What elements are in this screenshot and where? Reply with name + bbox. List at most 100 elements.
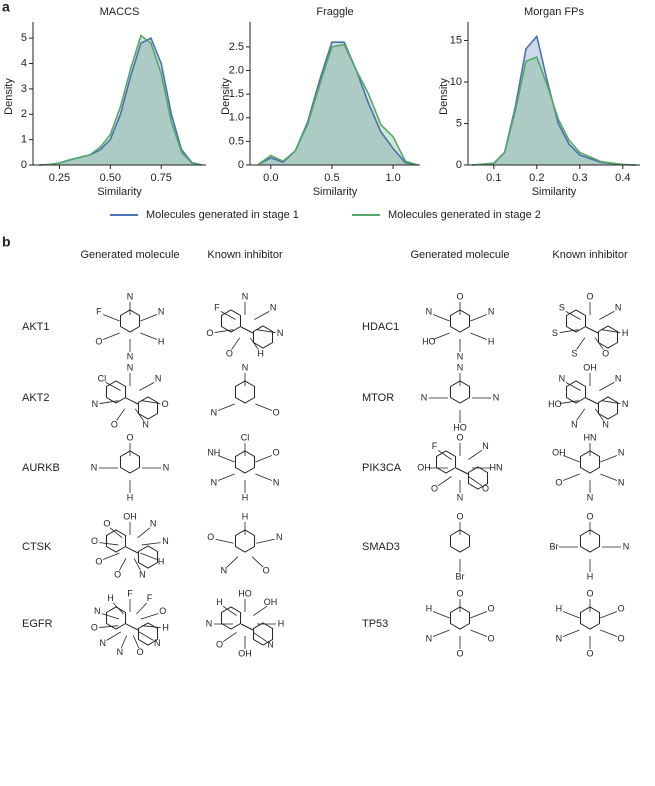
atom-label: N — [457, 362, 464, 372]
atom-label: H — [622, 328, 629, 338]
ring — [234, 450, 256, 474]
atom-label: O — [263, 566, 270, 576]
atom-label: N — [426, 633, 433, 643]
atom-label: O — [273, 447, 280, 457]
bond — [254, 311, 270, 320]
atom-label: H — [257, 348, 264, 358]
bond — [455, 467, 469, 475]
density-line — [39, 34, 203, 166]
atom-label: O — [137, 647, 144, 657]
bond — [214, 329, 234, 333]
y-tick-label: 1.0 — [229, 112, 244, 124]
ring — [597, 396, 619, 420]
atom-label: N — [618, 447, 625, 457]
target-name: AURKB — [22, 462, 60, 474]
atom-label: N — [158, 306, 165, 316]
bond — [565, 311, 581, 320]
bond — [437, 449, 452, 460]
bond — [563, 473, 580, 481]
molecule: N N HO N — [421, 362, 500, 432]
atom-label: N — [267, 640, 274, 650]
x-tick-label: 0.75 — [151, 172, 172, 184]
atom-label: O — [91, 623, 98, 633]
atom-label: N — [270, 303, 277, 313]
atom-label: N — [242, 362, 249, 372]
bond — [140, 332, 157, 340]
atom-label: O — [95, 336, 102, 346]
y-tick-label: 4 — [21, 57, 27, 69]
atom-label: H — [587, 571, 594, 581]
bond — [599, 382, 615, 391]
ring — [252, 622, 274, 646]
atom-label: N — [150, 518, 157, 528]
bond — [563, 611, 580, 619]
bond — [255, 403, 272, 411]
atom-label: S — [552, 328, 558, 338]
molecule: HO OH H N OH O N H — [206, 588, 285, 658]
atom-label: O — [488, 633, 495, 643]
atom-label: H — [242, 492, 249, 502]
x-tick-label: 0.1 — [486, 172, 501, 184]
chart-title: Morgan FPs — [524, 6, 584, 18]
atom-label: N — [206, 618, 213, 628]
y-axis-label: Density — [220, 78, 232, 115]
bond — [220, 311, 236, 320]
x-tick-label: 1.0 — [385, 172, 400, 184]
atom-label: N — [94, 606, 101, 616]
bond — [600, 455, 617, 463]
atom-label: H — [556, 603, 563, 613]
ring — [449, 309, 471, 333]
ring — [234, 529, 256, 553]
atom-label: HN — [490, 462, 503, 472]
bond — [563, 455, 580, 463]
bond — [136, 602, 148, 615]
bond — [222, 632, 237, 643]
bond — [240, 326, 254, 334]
column-header: Known inhibitor — [207, 249, 283, 261]
bond — [106, 631, 122, 641]
atom-label: H — [107, 593, 114, 603]
y-axis-label: Density — [438, 78, 450, 115]
bond — [105, 382, 121, 391]
atom-label: N — [92, 399, 99, 409]
target-name: PIK3CA — [362, 462, 402, 474]
area-fill — [472, 57, 636, 165]
bond — [594, 337, 604, 350]
bond — [137, 527, 151, 539]
molecule: N O N — [211, 362, 280, 417]
bond — [138, 631, 154, 641]
bond — [139, 382, 155, 391]
atom-label: N — [556, 633, 563, 643]
bond — [218, 403, 235, 411]
panel-label: b — [2, 234, 11, 250]
molecule: OH N N N N HO N — [548, 362, 628, 429]
atom-label: O — [91, 536, 98, 546]
ring — [220, 606, 242, 630]
atom-label: N — [117, 647, 124, 657]
target-name: HDAC1 — [362, 321, 399, 333]
atom-label: NH — [207, 447, 220, 457]
molecule: N N N H O O F — [206, 291, 283, 358]
ring — [579, 450, 601, 474]
atom-label: O — [103, 518, 110, 528]
bond — [433, 629, 450, 637]
bond — [470, 314, 487, 322]
ring — [449, 606, 471, 630]
molecule: N N H N O F — [95, 291, 164, 361]
atom-label: OH — [264, 597, 278, 607]
atom-label: Cl — [241, 432, 250, 442]
bond — [119, 558, 127, 571]
bond — [101, 613, 120, 620]
atom-label: HO — [453, 422, 467, 432]
ring — [105, 380, 127, 404]
atom-label: H — [488, 336, 495, 346]
atom-label: O — [586, 648, 593, 658]
atom-label: HO — [422, 336, 436, 346]
bond — [594, 408, 604, 421]
bond — [240, 623, 254, 631]
bond — [99, 542, 119, 546]
atom-label: N — [127, 351, 134, 361]
atom-label: S — [571, 348, 577, 358]
x-axis-label: Similarity — [97, 186, 142, 198]
bond — [256, 538, 275, 544]
